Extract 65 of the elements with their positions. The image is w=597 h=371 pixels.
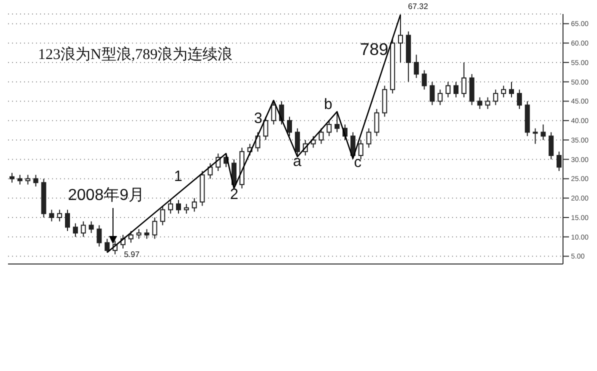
candlestick bbox=[57, 209, 62, 222]
candlestick bbox=[446, 81, 451, 98]
candlestick bbox=[96, 224, 102, 248]
candlestick bbox=[208, 162, 213, 180]
candlestick bbox=[168, 200, 174, 214]
candlestick bbox=[104, 238, 110, 253]
candlestick bbox=[25, 174, 30, 186]
candlestick bbox=[152, 216, 158, 240]
annotation: 123浪为N型浪,789浪为连续浪 bbox=[38, 46, 233, 64]
candlestick bbox=[33, 174, 38, 187]
candlestick bbox=[532, 128, 538, 144]
annotation: 789 bbox=[360, 40, 388, 60]
candlestick bbox=[469, 74, 474, 106]
candlestick bbox=[501, 85, 506, 98]
annotation: 2 bbox=[230, 186, 238, 204]
candlestick bbox=[80, 220, 86, 238]
candlestick bbox=[232, 158, 236, 189]
candlestick bbox=[358, 139, 364, 160]
candlestick bbox=[334, 111, 340, 133]
annotation: b bbox=[324, 96, 332, 114]
candlestick bbox=[65, 209, 70, 232]
candlestick bbox=[136, 228, 142, 240]
candlestick bbox=[556, 151, 562, 172]
candlestick bbox=[548, 132, 554, 160]
candlestick bbox=[128, 230, 134, 244]
candlestick bbox=[144, 228, 150, 240]
annotation: 3 bbox=[254, 110, 262, 128]
candlestick bbox=[485, 96, 490, 110]
text: 67.32 bbox=[408, 2, 428, 12]
candlestick bbox=[88, 220, 94, 234]
candlestick bbox=[263, 116, 268, 140]
candlestick bbox=[271, 100, 276, 125]
candlestick bbox=[72, 222, 78, 238]
candlestick bbox=[10, 172, 14, 184]
annotation: a bbox=[293, 153, 302, 171]
candlestick bbox=[382, 85, 388, 118]
candlestick bbox=[374, 108, 380, 137]
candlestick bbox=[184, 203, 189, 214]
candlestick bbox=[398, 14, 403, 63]
candlestick bbox=[326, 120, 332, 137]
candlestick bbox=[461, 62, 466, 98]
candlestick bbox=[366, 128, 372, 148]
annotation: 2008年9月 bbox=[68, 186, 144, 206]
candlestick bbox=[318, 128, 324, 144]
candlestick bbox=[160, 205, 166, 226]
annotation: c bbox=[354, 154, 362, 172]
candlestick bbox=[17, 174, 22, 186]
annotation: 5.97 bbox=[124, 250, 140, 260]
candlestick bbox=[310, 136, 316, 148]
candlestick bbox=[414, 54, 419, 78]
candlestick bbox=[49, 209, 54, 222]
candlestick bbox=[438, 89, 443, 106]
candlestick bbox=[176, 200, 181, 214]
candlestick bbox=[509, 81, 514, 98]
candlestick bbox=[477, 96, 482, 110]
candlestick bbox=[294, 128, 300, 158]
annotation: 1 bbox=[174, 168, 182, 186]
candlestick bbox=[192, 198, 197, 212]
candlestick bbox=[493, 89, 498, 106]
candlestick bbox=[540, 124, 546, 140]
candlestick bbox=[516, 89, 522, 110]
candlestick bbox=[287, 116, 292, 137]
candlestick bbox=[430, 81, 435, 106]
candlestick bbox=[422, 70, 427, 90]
candlestick bbox=[454, 81, 458, 98]
